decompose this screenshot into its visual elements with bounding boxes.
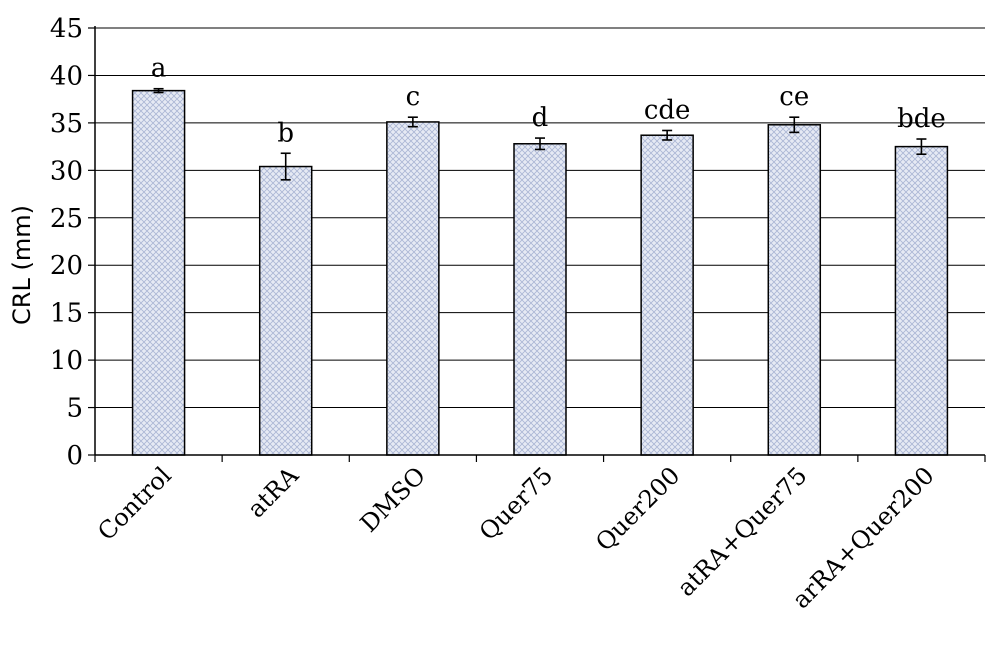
y-tick-label: 5 (66, 394, 83, 424)
bar (131, 89, 186, 456)
y-tick-label: 30 (50, 156, 83, 186)
y-tick-label: 10 (50, 346, 83, 376)
bar (258, 165, 313, 456)
bar (640, 134, 694, 456)
x-category-label: DMSO (355, 461, 431, 537)
significance-label: cde (644, 95, 691, 125)
y-tick-label: 25 (50, 204, 83, 234)
x-category-label: Quer200 (590, 461, 685, 556)
x-category-label: atRA (242, 461, 304, 523)
x-category-label: Control (92, 461, 177, 546)
significance-label: c (406, 82, 421, 112)
y-tick-label: 40 (50, 61, 83, 91)
y-tick-label: 20 (50, 251, 83, 281)
significance-label: d (532, 103, 549, 133)
y-axis-title: CRL (mm) (8, 205, 36, 325)
x-category-label: arRA+Quer200 (787, 461, 940, 614)
bar (767, 124, 822, 456)
x-category-label: atRA+Quer75 (672, 461, 813, 602)
significance-label: a (151, 54, 167, 84)
y-tick-label: 15 (50, 299, 83, 329)
significance-label: bde (897, 104, 946, 134)
x-category-label: Quer75 (474, 461, 558, 545)
bar (386, 121, 440, 456)
y-tick-label: 35 (50, 109, 83, 139)
bar (894, 145, 949, 456)
significance-label: ce (779, 82, 809, 112)
significance-label: b (277, 118, 294, 148)
bar (513, 143, 567, 456)
y-tick-label: 45 (50, 14, 83, 44)
bars: a b c d cde ce bde (131, 54, 949, 456)
y-tick-label: 0 (66, 441, 83, 471)
